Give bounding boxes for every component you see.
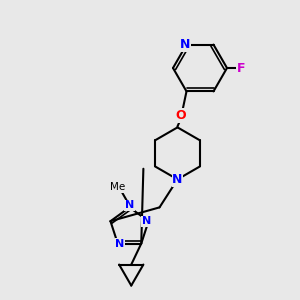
Text: N: N (125, 200, 134, 210)
Text: O: O (175, 109, 186, 122)
Text: N: N (180, 38, 191, 51)
Text: N: N (142, 216, 151, 226)
Text: F: F (237, 61, 245, 74)
Text: N: N (115, 238, 124, 249)
Text: N: N (172, 173, 183, 186)
Text: Me: Me (110, 182, 125, 192)
